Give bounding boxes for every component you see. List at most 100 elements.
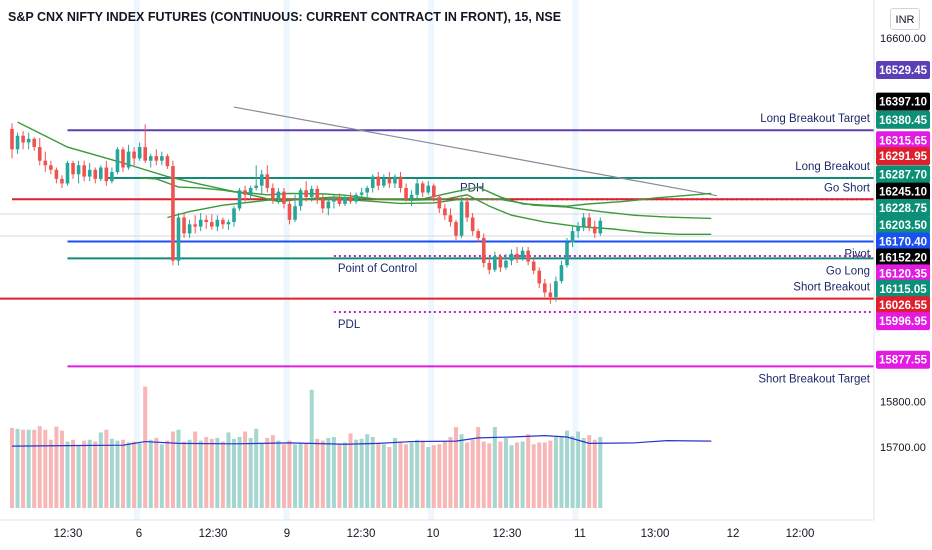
- candle-body: [115, 149, 120, 173]
- candle-body: [198, 219, 203, 227]
- volume-bar: [537, 442, 542, 508]
- candle-body: [598, 220, 603, 234]
- volume-bar: [121, 439, 125, 508]
- candle-body: [359, 192, 364, 195]
- volume-bar: [448, 437, 453, 508]
- volume-bar: [542, 442, 547, 508]
- volume-bar: [498, 441, 503, 508]
- candle-body: [215, 219, 220, 227]
- candle-body: [243, 190, 247, 195]
- volume-bar: [137, 443, 142, 508]
- candle-body: [259, 174, 264, 186]
- candle-body: [93, 169, 98, 179]
- candle-body: [82, 165, 86, 177]
- level-label: Go Long: [826, 265, 870, 277]
- volume-bar: [32, 429, 37, 508]
- candle-body: [409, 194, 414, 200]
- volume-bar: [243, 431, 248, 508]
- candle-body: [43, 160, 48, 166]
- volume-bar: [254, 428, 259, 508]
- volume-bar: [415, 439, 420, 508]
- candle-body: [382, 178, 386, 186]
- price-label-text: 16291.95: [879, 151, 928, 163]
- candle-body: [10, 128, 14, 150]
- volume-bar: [281, 444, 286, 508]
- volume-bar: [553, 437, 558, 508]
- volume-bar: [176, 429, 181, 508]
- price-label-text: 15996.95: [879, 316, 928, 328]
- candle-body: [337, 199, 342, 204]
- volume-bar: [370, 437, 375, 508]
- candle-body: [315, 188, 320, 200]
- candle-body: [498, 256, 503, 268]
- price-label-text: 16152.20: [879, 252, 927, 264]
- candles-layer: [10, 123, 603, 304]
- price-label-box: [876, 61, 930, 80]
- candle-body: [154, 156, 159, 161]
- time-tick-label: 6: [136, 528, 142, 540]
- time-tick-label: 12:00: [786, 528, 815, 540]
- candle-body: [32, 138, 36, 148]
- volume-bar: [420, 440, 425, 508]
- session-highlight: [572, 0, 579, 520]
- candle-body: [398, 176, 403, 188]
- price-axis[interactable]: 16600.00 15800.00 15700.00 16529.45 16397.10…: [873, 0, 932, 550]
- volume-bar: [354, 439, 359, 508]
- candle-body: [581, 217, 586, 227]
- time-axis[interactable]: 12:30 6 12:30 9 12:30 10 12:30 11 13:00 12 12:00: [0, 519, 874, 550]
- volume-bar: [293, 444, 298, 508]
- volume-bar: [215, 437, 220, 508]
- candle-body: [193, 224, 197, 227]
- candle-body: [282, 191, 286, 204]
- candle-body: [332, 199, 336, 202]
- candle-body: [404, 187, 408, 200]
- price-label-box: [876, 232, 930, 251]
- candle-body: [254, 185, 258, 188]
- time-tick-label: 9: [284, 528, 290, 540]
- price-label-box: [876, 279, 930, 298]
- currency-button[interactable]: INR: [890, 8, 920, 30]
- volume-bar: [165, 440, 170, 508]
- candle-body: [470, 217, 475, 232]
- volume-bar: [154, 437, 159, 508]
- price-label-box: [876, 215, 930, 234]
- candle-body: [454, 222, 458, 236]
- price-tick-label: 15700.00: [880, 442, 926, 454]
- volume-bar: [343, 442, 347, 508]
- level-label: Go Short: [824, 182, 871, 194]
- volume-bar: [503, 437, 508, 508]
- volume-bar: [298, 442, 303, 508]
- volume-bar: [348, 433, 353, 508]
- candle-body: [21, 135, 25, 143]
- moving-average-line: [167, 198, 712, 220]
- price-label-text: 16115.05: [879, 284, 927, 296]
- candle-body: [570, 231, 575, 243]
- candle-body: [248, 187, 253, 195]
- candle-body: [132, 151, 136, 159]
- volume-bar: [598, 437, 603, 508]
- candle-body: [265, 174, 270, 188]
- volume-bar: [531, 444, 536, 508]
- price-label-box: [876, 312, 930, 331]
- volume-bar: [204, 437, 209, 508]
- price-label-text: 16170.40: [879, 237, 927, 249]
- candle-body: [548, 292, 553, 298]
- candle-body: [99, 167, 103, 179]
- candle-body: [321, 199, 325, 209]
- candle-body: [393, 176, 397, 184]
- candle-body: [187, 224, 192, 234]
- volume-bar: [276, 440, 281, 508]
- price-label-text: 16397.10: [879, 97, 927, 109]
- price-label-text: 16529.45: [879, 65, 928, 77]
- volume-bar: [392, 437, 397, 508]
- volume-bar: [315, 438, 320, 508]
- level-label: Point of Control: [338, 263, 417, 275]
- candle-body: [137, 147, 142, 159]
- price-label-text: 16287.70: [879, 169, 927, 181]
- volume-bar: [10, 427, 14, 508]
- time-tick-label: 12:30: [347, 528, 376, 540]
- candle-body: [176, 217, 181, 261]
- volume-bar: [226, 432, 231, 508]
- candle-body: [76, 165, 81, 175]
